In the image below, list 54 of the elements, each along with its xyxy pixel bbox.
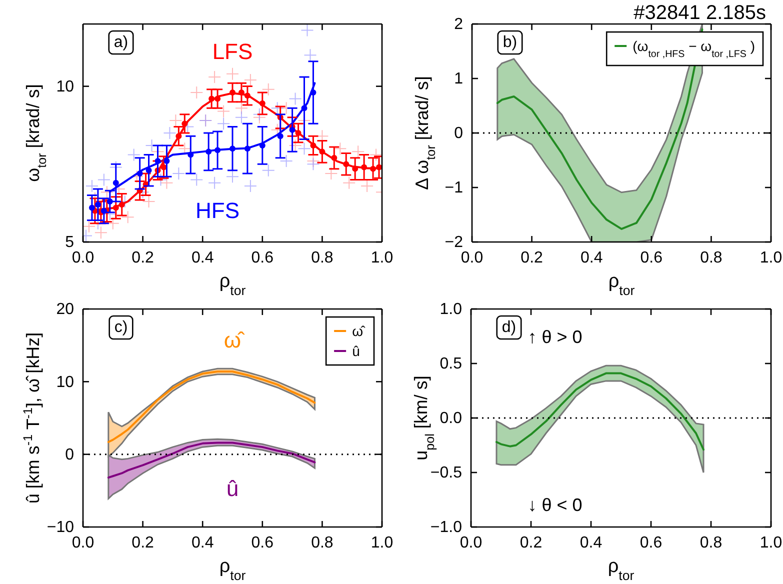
- x-tick-label: 0.8: [311, 249, 334, 266]
- y-tick-label: 10: [56, 78, 74, 96]
- chart-title: #32841 2.185s: [634, 2, 766, 24]
- x-tick-label: 0.8: [311, 534, 334, 552]
- x-axis-title: ρ$_{tor}$: [608, 271, 636, 298]
- x-tick-label: 0.2: [520, 249, 544, 266]
- x-tick-label: 0.6: [251, 534, 274, 552]
- y-tick-label: 0: [65, 446, 74, 464]
- x-tick-label: 0.8: [700, 249, 722, 266]
- annotation: d): [502, 319, 516, 336]
- y-tick-label: 0.0: [440, 410, 462, 428]
- text: HFS: [196, 198, 240, 223]
- x-tick-label: 1.0: [370, 534, 394, 552]
- annotation: û: [226, 476, 239, 501]
- annotation: b): [502, 34, 518, 51]
- y-tick-label: 10: [56, 374, 74, 391]
- x-tick-label: 0.6: [640, 534, 662, 552]
- x-tick-label: 0.4: [580, 249, 603, 266]
- x-axis-title: ρ$_{tor}$: [219, 271, 246, 298]
- series-label: LFS: [212, 39, 253, 64]
- y-tick-label: 0: [454, 125, 464, 142]
- x-tick-label: 0.4: [580, 534, 602, 552]
- x-tick-label: 1.0: [760, 249, 782, 266]
- annotation: c): [114, 319, 128, 336]
- legend-label: ω̂: [352, 323, 366, 339]
- y-tick-label: −1: [444, 180, 464, 197]
- y-tick-label: −10: [46, 519, 74, 536]
- y-tick-label: 2: [454, 16, 464, 34]
- y-tick-label: 1: [454, 70, 464, 88]
- y-tick-label: 20: [56, 301, 74, 318]
- x-tick-label: 0.6: [251, 249, 274, 266]
- x-tick-label: 0.2: [132, 249, 154, 266]
- annotation: a): [114, 34, 128, 51]
- y-tick-label: −2: [444, 234, 464, 252]
- x-tick-label: 0.8: [700, 534, 722, 552]
- y-tick-label: 0.5: [440, 356, 462, 373]
- legend-label: (ω$_{tor ,HFS}$ − ω$_{tor ,LFS}$ ): [632, 38, 755, 60]
- x-tick-label: 0.2: [520, 534, 542, 552]
- annotation: ω̂: [224, 328, 246, 353]
- legend-label: û: [352, 343, 360, 359]
- x-axis-title: ρ$_{tor}$: [219, 556, 246, 582]
- x-tick-label: 1.0: [760, 534, 782, 552]
- y-tick-label: −1.0: [430, 519, 462, 536]
- x-axis-title: ρ$_{tor}$: [608, 556, 635, 582]
- y-tick-label: −0.5: [430, 464, 462, 482]
- x-tick-label: 0.4: [191, 534, 214, 552]
- annotation: ↑ θ > 0: [528, 327, 582, 348]
- y-tick-label: 5: [65, 234, 74, 252]
- y-tick-label: 1.0: [440, 301, 462, 318]
- x-tick-label: 0.6: [640, 249, 663, 266]
- x-tick-label: 1.0: [370, 249, 394, 266]
- annotation: ↓ θ < 0: [528, 495, 582, 516]
- x-tick-label: 0.2: [132, 534, 154, 552]
- x-tick-label: 0.4: [191, 249, 214, 266]
